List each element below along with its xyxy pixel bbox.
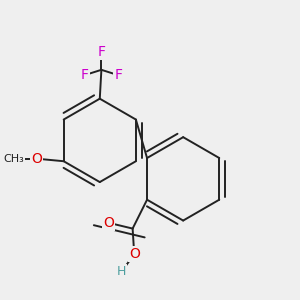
Text: CH₃: CH₃ [4,154,24,164]
Text: O: O [129,247,140,261]
Text: O: O [103,216,114,230]
Text: F: F [81,68,88,82]
Text: H: H [117,266,126,278]
Text: F: F [114,68,122,82]
Text: F: F [98,45,105,59]
Text: O: O [31,152,42,166]
